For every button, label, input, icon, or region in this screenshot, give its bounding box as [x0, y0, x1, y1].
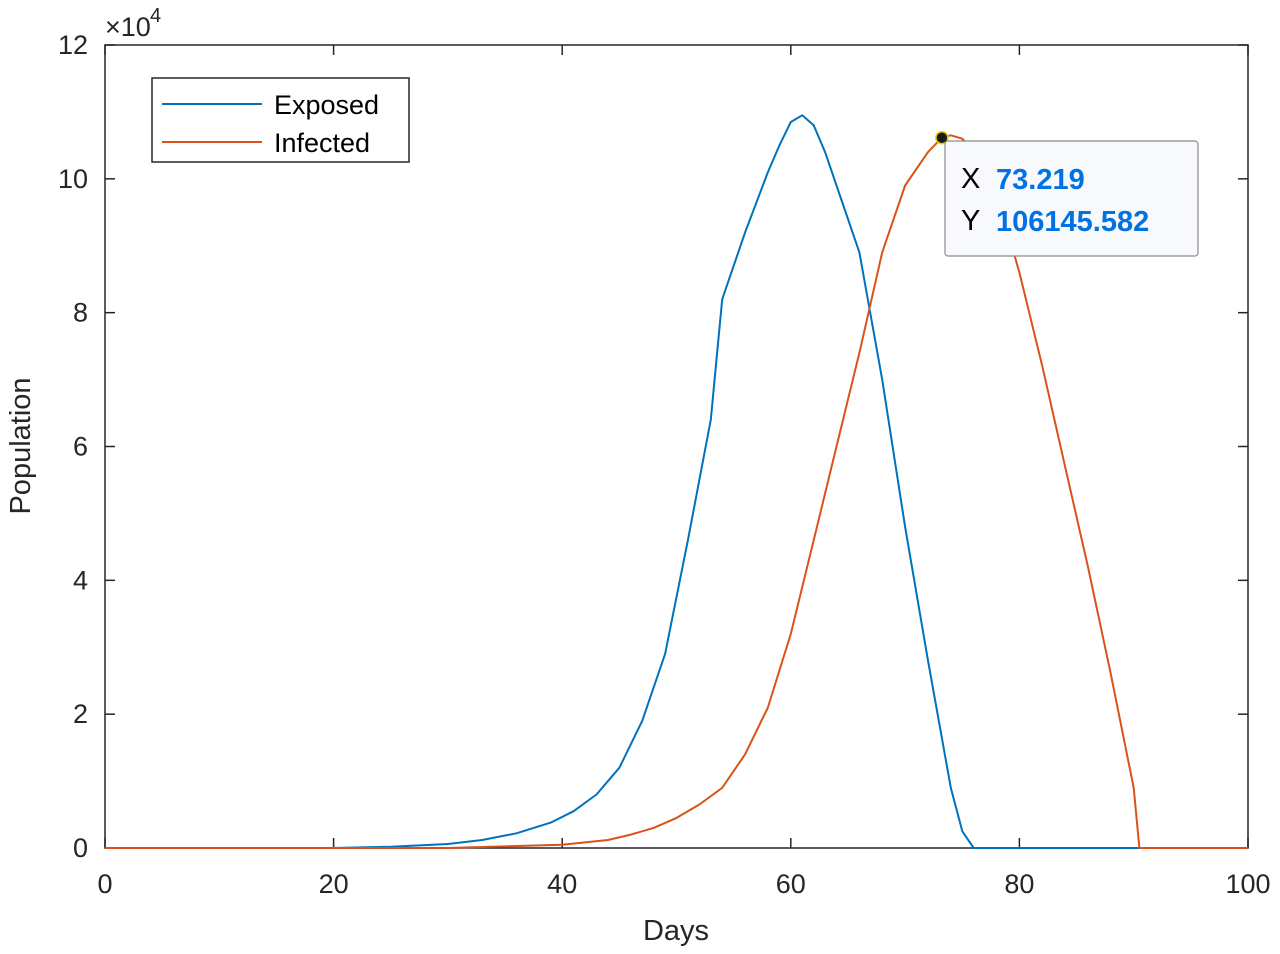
y-tick-label: 4 [73, 565, 88, 595]
axis-ticks: 0 20 40 60 80 100 0 2 4 6 8 10 12 [58, 30, 1271, 899]
x-tick-label: 100 [1225, 869, 1270, 899]
y-tick-label: 12 [58, 30, 88, 60]
y-tick-label: 0 [73, 833, 88, 863]
y-exponent-label: ×10 [105, 12, 151, 42]
y-tick-label: 2 [73, 699, 88, 729]
datatip-y-key: Y [961, 205, 980, 237]
datatip-box [944, 140, 1199, 257]
y-tick-label: 8 [73, 298, 88, 328]
datatip-y-value: 106145.582 [996, 206, 1149, 238]
series-lines [105, 114, 1248, 849]
series-line-infected [105, 134, 1248, 849]
x-axis-title: Days [643, 915, 709, 947]
y-axis-title: Population [5, 377, 37, 514]
series-line-exposed [105, 114, 1248, 849]
x-tick-label: 40 [547, 869, 577, 899]
x-tick-label: 20 [319, 869, 349, 899]
datatip-x-key: X [961, 163, 980, 195]
datatip-marker[interactable] [935, 130, 949, 145]
datatip[interactable]: X 73.219 Y 106145.582 [935, 130, 1199, 257]
legend-label-infected: Infected [274, 128, 370, 158]
datatip-x-value: 73.219 [996, 164, 1085, 196]
legend: Exposed Infected [151, 77, 410, 163]
legend-label-exposed: Exposed [274, 90, 379, 120]
legend-box [151, 77, 410, 163]
x-tick-label: 60 [776, 869, 806, 899]
y-tick-label: 6 [73, 432, 88, 462]
x-tick-label: 0 [97, 869, 112, 899]
y-tick-label: 10 [58, 164, 88, 194]
y-exponent-power: 4 [150, 5, 161, 27]
x-tick-label: 80 [1004, 869, 1034, 899]
